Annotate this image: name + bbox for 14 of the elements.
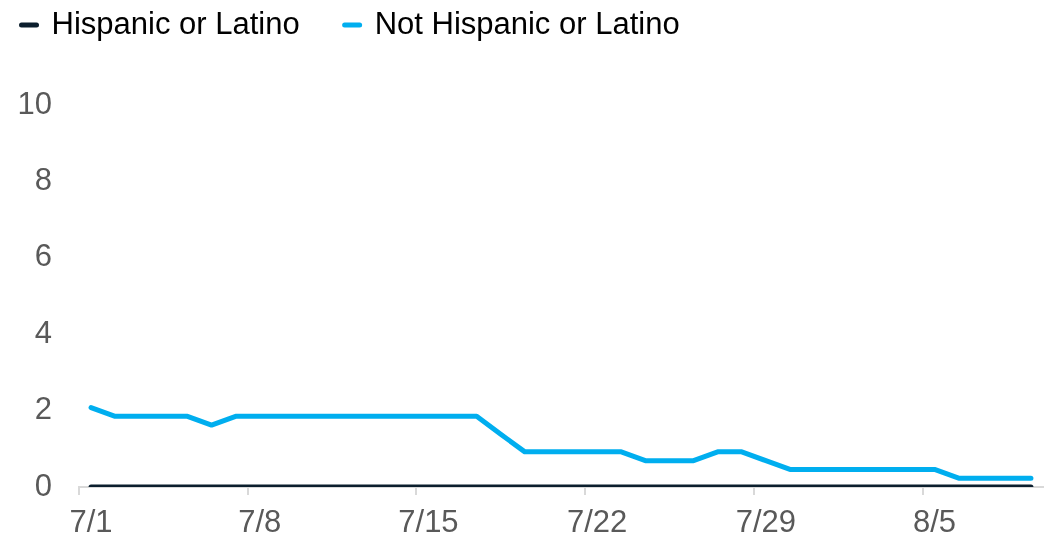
y-tick-label: 4 [34,314,52,350]
x-tick-label: 7/29 [735,504,797,540]
x-tick-label: 7/22 [566,504,628,540]
y-tick-label: 2 [34,391,52,427]
legend-label: Hispanic or Latino [51,5,300,41]
legend-label: Not Hispanic or Latino [374,5,680,41]
x-tick-label: 8/5 [913,504,957,540]
y-tick-label: 8 [34,161,52,197]
y-tick-label: 0 [34,467,52,503]
x-tick-label: 7/8 [238,504,282,540]
y-tick-label: 10 [17,85,52,121]
x-tick-label: 7/15 [398,504,459,540]
x-tick-label: 7/1 [69,504,113,540]
y-tick-label: 6 [34,238,52,274]
